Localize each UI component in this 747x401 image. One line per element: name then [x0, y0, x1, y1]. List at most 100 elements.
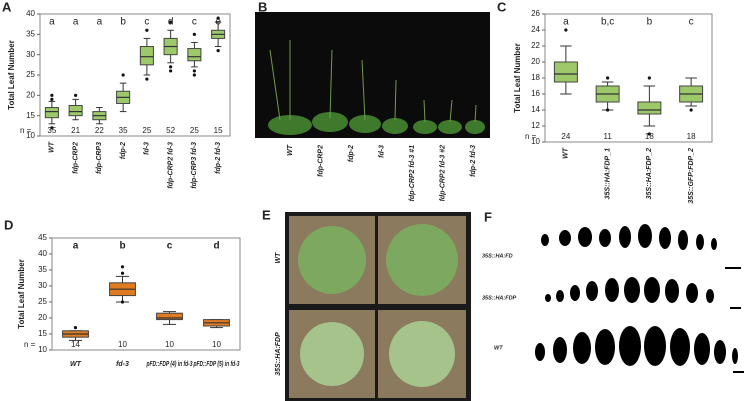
y-tick-label: 40 [38, 249, 47, 258]
n-label: n = [24, 340, 36, 349]
scale-bars-f [725, 267, 744, 373]
x-tick-label: fd-3 [144, 142, 151, 155]
outlier [121, 73, 125, 77]
plot-frame [39, 13, 231, 137]
n-value: 22 [95, 126, 104, 135]
x-tick-label: WT [70, 361, 82, 368]
significance-letter: a [97, 17, 103, 28]
outlier [50, 126, 54, 130]
outlier [169, 20, 173, 24]
outlier [647, 132, 651, 136]
y-tick-label: 25 [38, 297, 47, 306]
stems-b [269, 40, 477, 123]
significance-letter: e [215, 17, 221, 28]
panel-label: B [258, 0, 267, 14]
outlier [606, 108, 610, 112]
label-strip-b [255, 138, 490, 195]
n-label: n = [525, 132, 537, 141]
n-value: 18 [645, 132, 654, 141]
rosettes-e2 [300, 321, 455, 387]
box [139, 46, 154, 66]
n-value: 35 [119, 126, 128, 135]
outlier [192, 69, 196, 73]
x-tick-label: fdp-CRP2 [72, 142, 79, 174]
box [156, 312, 183, 321]
y-tick-label: 10 [38, 345, 47, 354]
x-tick-label: pFD::FDP (4) in fd-3 [146, 361, 193, 368]
panel-label: D [4, 217, 13, 232]
photo-label: WT [275, 252, 282, 264]
x-tick-label: fdp-CRP3 [96, 142, 103, 174]
y-axis-label: Total Leaf Number [513, 43, 522, 113]
plot-frame [51, 237, 241, 351]
y-tick-label: 40 [26, 9, 35, 18]
y-tick-label: 30 [26, 50, 35, 59]
outlier [50, 93, 54, 97]
photo-label: fdp-2 fd-3 [470, 145, 477, 177]
n-value: 18 [687, 132, 696, 141]
box [68, 105, 83, 117]
n-value: 10 [118, 340, 127, 349]
box [553, 61, 578, 83]
n-value: 24 [561, 132, 570, 141]
significance-letter: b [119, 241, 125, 252]
y-tick-label: 25 [26, 70, 35, 79]
y-tick-label: 20 [531, 57, 540, 66]
outlier [120, 271, 125, 275]
significance-letter: a [49, 17, 55, 28]
outlier [120, 300, 125, 304]
photo-label: 35S::HA:FDP [275, 332, 282, 376]
outlier [50, 97, 54, 101]
y-tick-label: 30 [38, 281, 47, 290]
significance-letter: d [213, 241, 219, 252]
n-value: 25 [142, 126, 151, 135]
y-tick-label: 12 [531, 121, 540, 130]
x-tick-label: fdp-2 [120, 142, 127, 159]
x-tick-label: fdp-2 fd-3 [215, 142, 222, 174]
significance-letter: a [73, 17, 79, 28]
y-tick-label: 20 [38, 313, 47, 322]
rosettes-e [298, 224, 458, 296]
significance-letter: a [563, 17, 569, 28]
x-tick-label: pFD::FDP (5) in fd-3 [193, 361, 240, 368]
x-tick-label: 35S::GFP:FDP_2 [688, 148, 695, 204]
outlier [192, 32, 196, 36]
significance-letter: c [192, 17, 197, 28]
n-value: 11 [603, 132, 612, 141]
outlier [216, 16, 220, 20]
outlier [169, 69, 173, 73]
outlier [145, 77, 149, 81]
outlier [564, 28, 568, 32]
x-tick-label: fd-3 [116, 361, 129, 368]
significance-letter: b [647, 17, 653, 28]
y-tick-label: 15 [26, 111, 35, 120]
significance-letter: b,c [601, 17, 614, 28]
y-tick-label: 14 [531, 105, 540, 114]
n-label: n = [20, 126, 32, 135]
outlier [73, 326, 78, 330]
y-tick-label: 24 [531, 25, 540, 34]
x-tick-label: fdp-CRP3 fd-3 [191, 142, 198, 189]
significance-letter: c [167, 241, 173, 252]
panel-label: E [262, 207, 271, 222]
plants-b [268, 112, 485, 135]
photo-label: WT [287, 144, 294, 156]
outlier [74, 93, 78, 97]
outlier [120, 265, 125, 269]
x-tick-label: WT [49, 141, 56, 153]
n-value: 52 [166, 126, 175, 135]
y-tick-label: 20 [26, 90, 35, 99]
outlier [145, 28, 149, 32]
y-tick-label: 15 [38, 329, 47, 338]
photo-label: fdp-CRP2 [317, 145, 324, 177]
significance-letter: b [120, 17, 126, 28]
photo-label: 35S::HA:FD [482, 253, 513, 259]
x-tick-label: WT [563, 147, 570, 159]
outlier [216, 49, 220, 53]
y-axis-label: Total Leaf Number [17, 259, 26, 329]
y-tick-label: 35 [38, 265, 47, 274]
panel-label: F [484, 209, 492, 224]
y-tick-label: 10 [531, 137, 540, 146]
n-value: 14 [71, 340, 80, 349]
significance-letter: a [73, 241, 79, 252]
